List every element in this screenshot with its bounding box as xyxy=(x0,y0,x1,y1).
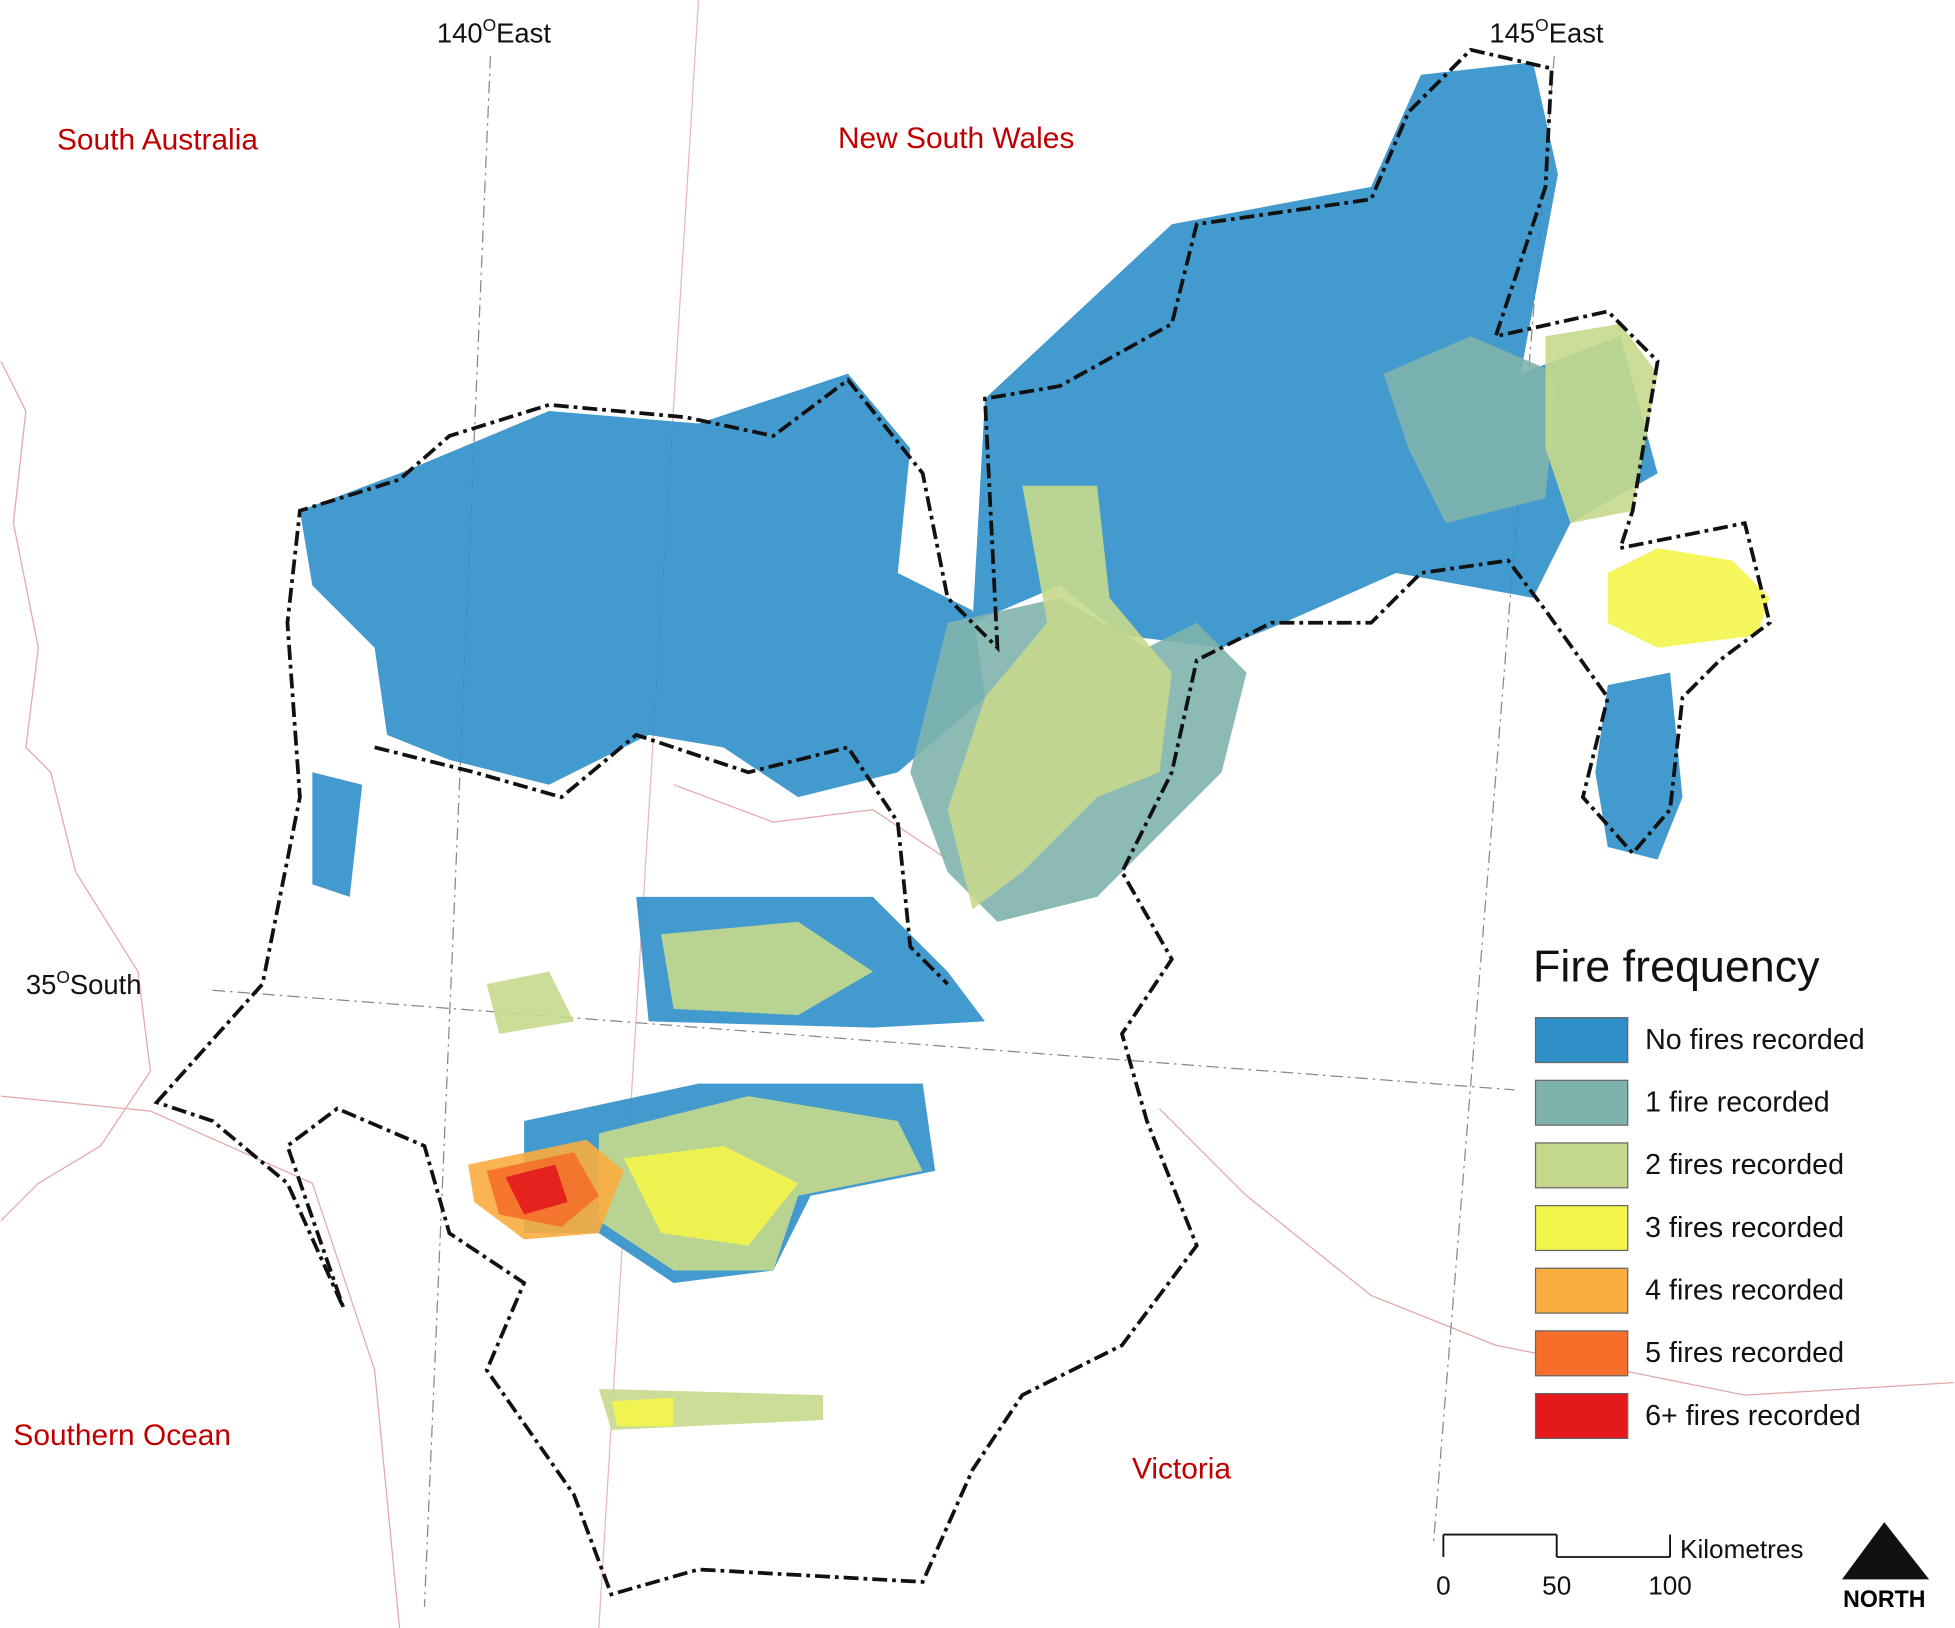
legend-swatch xyxy=(1534,1079,1629,1126)
legend: Fire frequency No fires recorded 1 fire r… xyxy=(1533,941,1865,1440)
internal-boundary xyxy=(374,732,949,986)
legend-label: 2 fires recorded xyxy=(1645,1149,1844,1181)
legend-swatch xyxy=(1534,1330,1629,1377)
coord-direction: South xyxy=(70,969,142,1000)
longitude-label: 140OEast xyxy=(437,15,551,48)
coord-degree: O xyxy=(483,15,497,35)
study-area-outline xyxy=(153,47,1772,1597)
patch xyxy=(661,921,873,1016)
coord-degree: O xyxy=(1535,15,1549,35)
north-arrow-triangle xyxy=(1841,1522,1930,1580)
scale-unit: Kilometres xyxy=(1680,1534,1803,1564)
legend-swatch xyxy=(1534,1142,1629,1189)
legend-swatch xyxy=(1534,1017,1629,1064)
legend-title: Fire frequency xyxy=(1533,941,1820,992)
patch xyxy=(1595,672,1683,860)
coord-direction: East xyxy=(1549,17,1604,48)
legend-label: 4 fires recorded xyxy=(1645,1274,1844,1306)
longitude-label: 145OEast xyxy=(1489,15,1603,48)
graticule xyxy=(212,0,1555,1628)
region-label: South Australia xyxy=(57,123,258,156)
region-label: Victoria xyxy=(1132,1453,1231,1486)
patch xyxy=(299,373,985,798)
coord-degree: O xyxy=(56,967,70,987)
coord-direction: East xyxy=(496,17,551,48)
scale-label: 0 xyxy=(1436,1570,1451,1600)
legend-swatch xyxy=(1534,1267,1629,1314)
north-label: NORTH xyxy=(1843,1587,1925,1613)
latitude-label: 35OSouth xyxy=(26,967,142,1000)
coord-number: 145 xyxy=(1489,17,1535,48)
fire-patches xyxy=(299,62,1770,1430)
legend-label: 5 fires recorded xyxy=(1645,1337,1844,1369)
patch xyxy=(611,1397,674,1427)
patch xyxy=(947,485,1172,910)
scale-bar: Kilometres 0 50 100 xyxy=(1436,1533,1804,1600)
legend-label: 3 fires recorded xyxy=(1645,1212,1844,1244)
legend-label: No fires recorded xyxy=(1645,1024,1865,1056)
patch xyxy=(1545,323,1658,524)
state-borders xyxy=(0,360,1955,1628)
region-label: New South Wales xyxy=(838,122,1074,155)
coord-number: 140 xyxy=(437,17,483,48)
patch xyxy=(505,1164,568,1215)
legend-swatch xyxy=(1534,1204,1629,1252)
patch xyxy=(486,971,574,1034)
scale-label: 100 xyxy=(1648,1570,1692,1600)
patch xyxy=(623,1145,799,1246)
legend-label: 6+ fires recorded xyxy=(1645,1400,1861,1432)
legend-label: 1 fire recorded xyxy=(1645,1087,1830,1119)
patch xyxy=(1607,548,1770,648)
coord-number: 35 xyxy=(26,969,56,1000)
legend-swatch xyxy=(1534,1392,1629,1440)
patch xyxy=(312,772,363,897)
north-arrow: NORTH xyxy=(1841,1522,1930,1613)
region-label: Southern Ocean xyxy=(13,1419,231,1452)
patch xyxy=(1383,336,1558,524)
scale-label: 50 xyxy=(1542,1570,1571,1600)
